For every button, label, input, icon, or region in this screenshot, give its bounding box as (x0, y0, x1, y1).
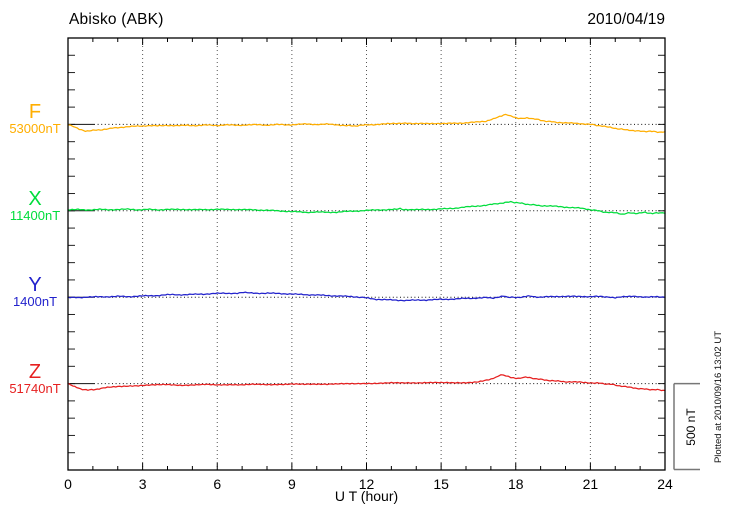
x-tick-label-18: 18 (507, 476, 524, 492)
trace-F (67, 113, 666, 134)
plot-frame (67, 37, 666, 471)
x-tick-label-15: 15 (433, 476, 449, 492)
series-label-Y: Y 1400nT (6, 274, 64, 310)
series-name: Y (28, 274, 42, 297)
series-name: F (28, 101, 42, 124)
trace-X (67, 200, 666, 215)
plot-date: 2010/04/19 (587, 11, 665, 28)
x-axis-label: U T (hour) (334, 488, 399, 504)
x-tick-label-3: 3 (138, 476, 147, 492)
trace-Z (67, 374, 666, 392)
trace-Y (67, 291, 666, 302)
x-tick-label-21: 21 (582, 476, 599, 492)
x-tick-label-6: 6 (213, 476, 222, 492)
series-baseline-value: 11400nT (9, 207, 61, 223)
x-tick-label-0: 0 (64, 476, 72, 492)
series-label-Z: Z 51740nT (6, 360, 64, 396)
scale-bar-label: 500 nT (684, 408, 698, 446)
series-name: X (28, 187, 42, 210)
series-baseline-value: 53000nT (9, 121, 61, 137)
series-baseline-value: 51740nT (9, 380, 61, 396)
series-baseline-value: 1400nT (12, 294, 58, 310)
x-tick-label-9: 9 (287, 476, 296, 492)
series-name: Z (28, 360, 42, 383)
x-tick-label-12: 12 (358, 476, 375, 492)
station-title: Abisko (ABK) (69, 11, 164, 28)
plotted-at-note: Plotted at 2010/09/16 13:02 UT (713, 330, 724, 464)
series-label-X: X 11400nT (6, 187, 64, 223)
series-label-F: F 53000nT (6, 101, 64, 137)
x-tick-label-24: 24 (657, 476, 673, 492)
